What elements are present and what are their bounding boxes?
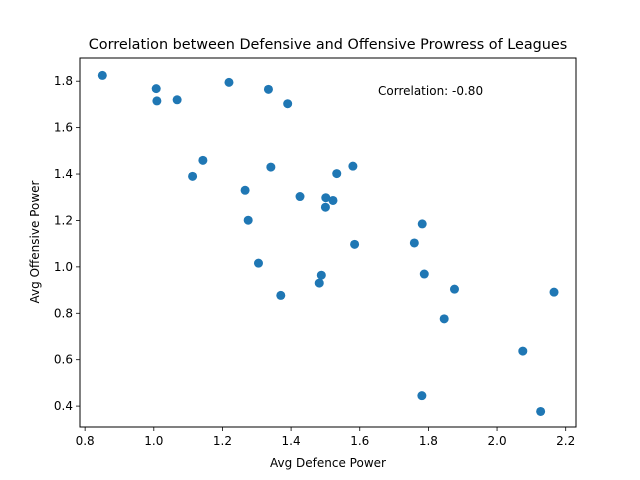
data-point-26 (449, 284, 459, 294)
data-point-30 (518, 346, 528, 356)
data-point-4 (172, 95, 182, 105)
data-point-18 (243, 215, 253, 225)
x-tick-label: 1.8 (419, 434, 438, 448)
data-point-29 (439, 314, 449, 324)
y-tick-label: 0.8 (54, 306, 73, 320)
data-point-3 (152, 96, 162, 106)
data-point-15 (321, 193, 331, 203)
data-point-8 (198, 155, 208, 165)
data-point-28 (276, 290, 286, 300)
data-point-20 (409, 238, 419, 248)
y-axis: 0.4 0.6 0.8 1.0 1.2 1.4 1.6 1.8 (54, 74, 80, 413)
x-tick-label: 2.2 (556, 434, 575, 448)
x-axis: 0.8 1.0 1.2 1.4 1.6 1.8 2.0 2.2 (76, 427, 575, 448)
data-point-23 (316, 270, 326, 280)
y-tick-label: 1.0 (54, 260, 73, 274)
y-tick-label: 1.2 (54, 213, 73, 227)
y-tick-label: 1.6 (54, 121, 73, 135)
x-tick-label: 0.8 (76, 434, 95, 448)
x-axis-label: Avg Defence Power (270, 456, 386, 470)
y-tick-label: 1.4 (54, 167, 73, 181)
correlation-annotation: Correlation: -0.80 (378, 84, 483, 98)
x-tick-label: 1.0 (144, 434, 163, 448)
data-point-14 (295, 192, 305, 202)
x-tick-label: 1.2 (213, 434, 232, 448)
data-point-25 (314, 278, 324, 288)
x-tick-label: 1.6 (350, 434, 369, 448)
data-point-6 (263, 84, 273, 94)
y-tick-label: 1.8 (54, 74, 73, 88)
data-point-11 (348, 161, 358, 171)
data-point-5 (224, 77, 234, 87)
data-point-19 (417, 219, 427, 229)
data-point-9 (188, 171, 198, 181)
y-tick-label: 0.6 (54, 353, 73, 367)
data-point-17 (320, 202, 330, 212)
data-point-7 (283, 99, 293, 109)
data-point-32 (536, 406, 546, 416)
data-point-10 (266, 162, 276, 172)
x-tick-label: 1.4 (282, 434, 301, 448)
data-point-27 (549, 287, 559, 297)
y-tick-label: 0.4 (54, 399, 73, 413)
data-point-12 (332, 169, 342, 179)
chart-title: Correlation between Defensive and Offens… (89, 37, 568, 53)
plot-frame (79, 57, 577, 428)
data-point-22 (253, 258, 263, 268)
data-point-24 (419, 269, 429, 279)
data-point-13 (240, 185, 250, 195)
data-point-2 (151, 84, 161, 94)
y-axis-label: Avg Offensive Power (28, 180, 42, 303)
x-tick-label: 2.0 (488, 434, 507, 448)
plot-area (97, 70, 559, 416)
data-point-31 (417, 391, 427, 401)
data-point-1 (97, 70, 107, 80)
data-point-21 (350, 239, 360, 249)
data-point-16 (328, 195, 338, 205)
